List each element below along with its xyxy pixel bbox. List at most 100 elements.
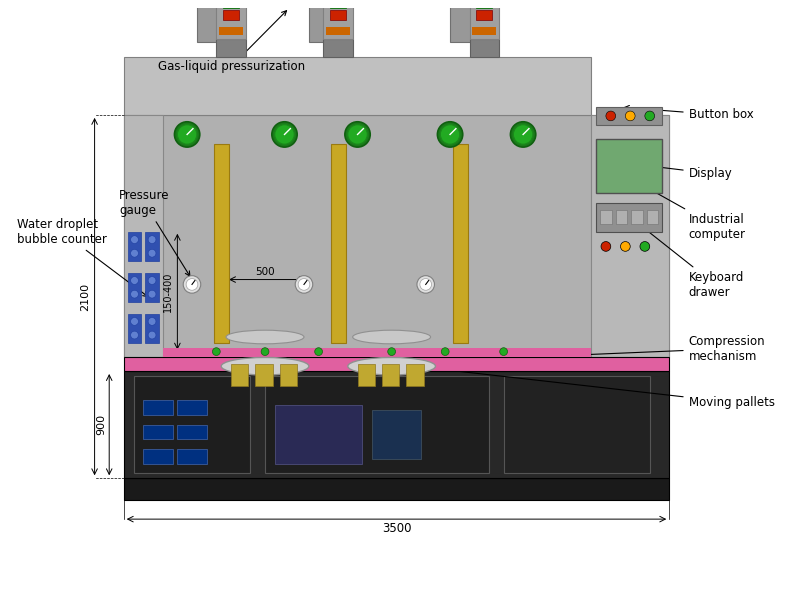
Bar <box>280 364 297 386</box>
Circle shape <box>440 125 460 144</box>
Bar <box>216 5 246 39</box>
Bar <box>143 400 173 415</box>
Circle shape <box>314 348 322 356</box>
Bar <box>223 10 238 20</box>
Bar <box>124 56 591 115</box>
Bar <box>473 28 496 35</box>
Circle shape <box>645 111 654 121</box>
Circle shape <box>417 275 434 293</box>
Bar <box>372 410 421 459</box>
Circle shape <box>178 125 197 144</box>
Bar <box>162 348 591 358</box>
Text: 500: 500 <box>255 267 275 277</box>
Bar <box>223 0 238 8</box>
Circle shape <box>130 331 138 339</box>
Circle shape <box>148 331 156 339</box>
Ellipse shape <box>226 330 304 344</box>
Text: Pressure
gauge: Pressure gauge <box>119 188 190 276</box>
Circle shape <box>510 122 536 147</box>
Bar <box>453 144 467 343</box>
Bar <box>219 28 242 35</box>
Bar <box>323 39 353 56</box>
Text: Display: Display <box>634 163 733 180</box>
Bar <box>323 5 353 39</box>
Bar <box>146 273 159 302</box>
Circle shape <box>272 122 297 147</box>
Bar <box>646 211 658 224</box>
Bar <box>134 376 250 473</box>
Circle shape <box>148 236 156 244</box>
Bar <box>596 139 662 193</box>
Text: Water droplet
bubble counter: Water droplet bubble counter <box>17 218 148 296</box>
Text: Compression
mechanism: Compression mechanism <box>430 335 766 364</box>
Circle shape <box>148 250 156 257</box>
Circle shape <box>261 348 269 356</box>
Circle shape <box>213 348 220 356</box>
Text: Button box: Button box <box>625 106 754 121</box>
Bar <box>231 364 249 386</box>
Text: 2100: 2100 <box>80 283 90 311</box>
Bar <box>382 364 399 386</box>
Bar <box>274 405 362 464</box>
Circle shape <box>621 242 630 251</box>
Bar <box>265 376 489 473</box>
Circle shape <box>130 317 138 325</box>
Text: Moving pallets: Moving pallets <box>401 363 774 409</box>
Text: 3500: 3500 <box>382 523 411 535</box>
Circle shape <box>186 278 198 290</box>
Bar <box>128 232 142 261</box>
Circle shape <box>298 278 310 290</box>
Bar <box>178 449 206 464</box>
Circle shape <box>148 290 156 298</box>
Circle shape <box>130 277 138 284</box>
Bar <box>358 364 375 386</box>
Bar <box>631 211 643 224</box>
Ellipse shape <box>222 358 309 375</box>
Circle shape <box>148 317 156 325</box>
Circle shape <box>601 242 610 251</box>
Ellipse shape <box>353 330 430 344</box>
Bar <box>470 39 498 56</box>
Bar <box>596 203 662 232</box>
Bar <box>600 211 612 224</box>
Circle shape <box>606 111 616 121</box>
Bar <box>330 0 346 8</box>
Text: 900: 900 <box>97 414 106 435</box>
Circle shape <box>130 236 138 244</box>
Bar <box>596 107 662 125</box>
Text: 150-400: 150-400 <box>162 272 173 312</box>
Bar <box>124 358 669 371</box>
Text: Industrial
computer: Industrial computer <box>634 180 746 241</box>
Circle shape <box>500 348 507 356</box>
Bar <box>591 115 669 358</box>
Circle shape <box>388 348 395 356</box>
Circle shape <box>174 122 200 147</box>
Circle shape <box>442 348 449 356</box>
Bar <box>255 364 273 386</box>
Bar <box>197 0 236 42</box>
Bar <box>330 10 346 20</box>
Bar <box>124 115 162 358</box>
Bar <box>128 314 142 343</box>
Bar <box>178 425 206 439</box>
Bar <box>476 10 492 20</box>
Bar <box>406 364 424 386</box>
Bar <box>124 371 669 478</box>
Circle shape <box>640 242 650 251</box>
Bar <box>470 5 498 39</box>
Bar <box>309 0 348 42</box>
Bar <box>146 232 159 261</box>
Circle shape <box>183 275 201 293</box>
Bar <box>450 0 489 42</box>
Bar <box>331 144 346 343</box>
Text: Keyboard
drawer: Keyboard drawer <box>634 220 744 299</box>
Bar <box>504 376 650 473</box>
Bar <box>326 28 350 35</box>
Circle shape <box>130 290 138 298</box>
Ellipse shape <box>348 358 435 375</box>
Bar <box>143 449 173 464</box>
Circle shape <box>130 250 138 257</box>
Bar <box>476 0 492 8</box>
Circle shape <box>514 125 533 144</box>
Circle shape <box>345 122 370 147</box>
